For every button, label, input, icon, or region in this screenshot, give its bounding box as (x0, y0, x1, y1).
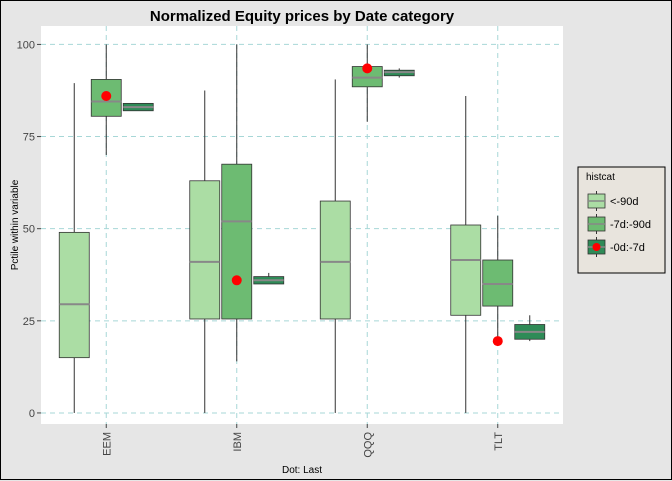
x-axis-label: Dot: Last (282, 465, 322, 476)
box-ibm (189, 180, 221, 320)
legend-label: -7d:-90d (610, 219, 651, 231)
box-eem (58, 231, 90, 359)
last-point-qqq (362, 63, 373, 74)
x-tick-label: EEM (101, 432, 113, 456)
x-tick-label: IBM (232, 432, 244, 452)
legend-title: histcat (586, 172, 615, 183)
y-tick-label: 100 (17, 39, 35, 51)
x-tick-label: QQQ (362, 432, 374, 458)
box-tlt (450, 224, 482, 316)
x-tick-label: TLT (493, 432, 505, 451)
chart-title: Normalized Equity prices by Date categor… (150, 8, 455, 25)
last-point-ibm (231, 275, 242, 286)
y-tick-label: 75 (23, 132, 35, 144)
y-tick-label: 50 (23, 224, 35, 236)
y-axis-label: Pctile within variable (10, 179, 21, 270)
box-ibm (221, 163, 253, 320)
box-qqq (319, 200, 351, 320)
legend-last-point (592, 243, 601, 251)
y-tick-label: 0 (29, 408, 35, 420)
legend-label: <-90d (610, 196, 638, 208)
last-point-eem (101, 91, 112, 102)
legend-label: -0d:-7d (610, 242, 645, 254)
y-tick-label: 25 (23, 316, 35, 328)
last-point-tlt (492, 336, 503, 347)
